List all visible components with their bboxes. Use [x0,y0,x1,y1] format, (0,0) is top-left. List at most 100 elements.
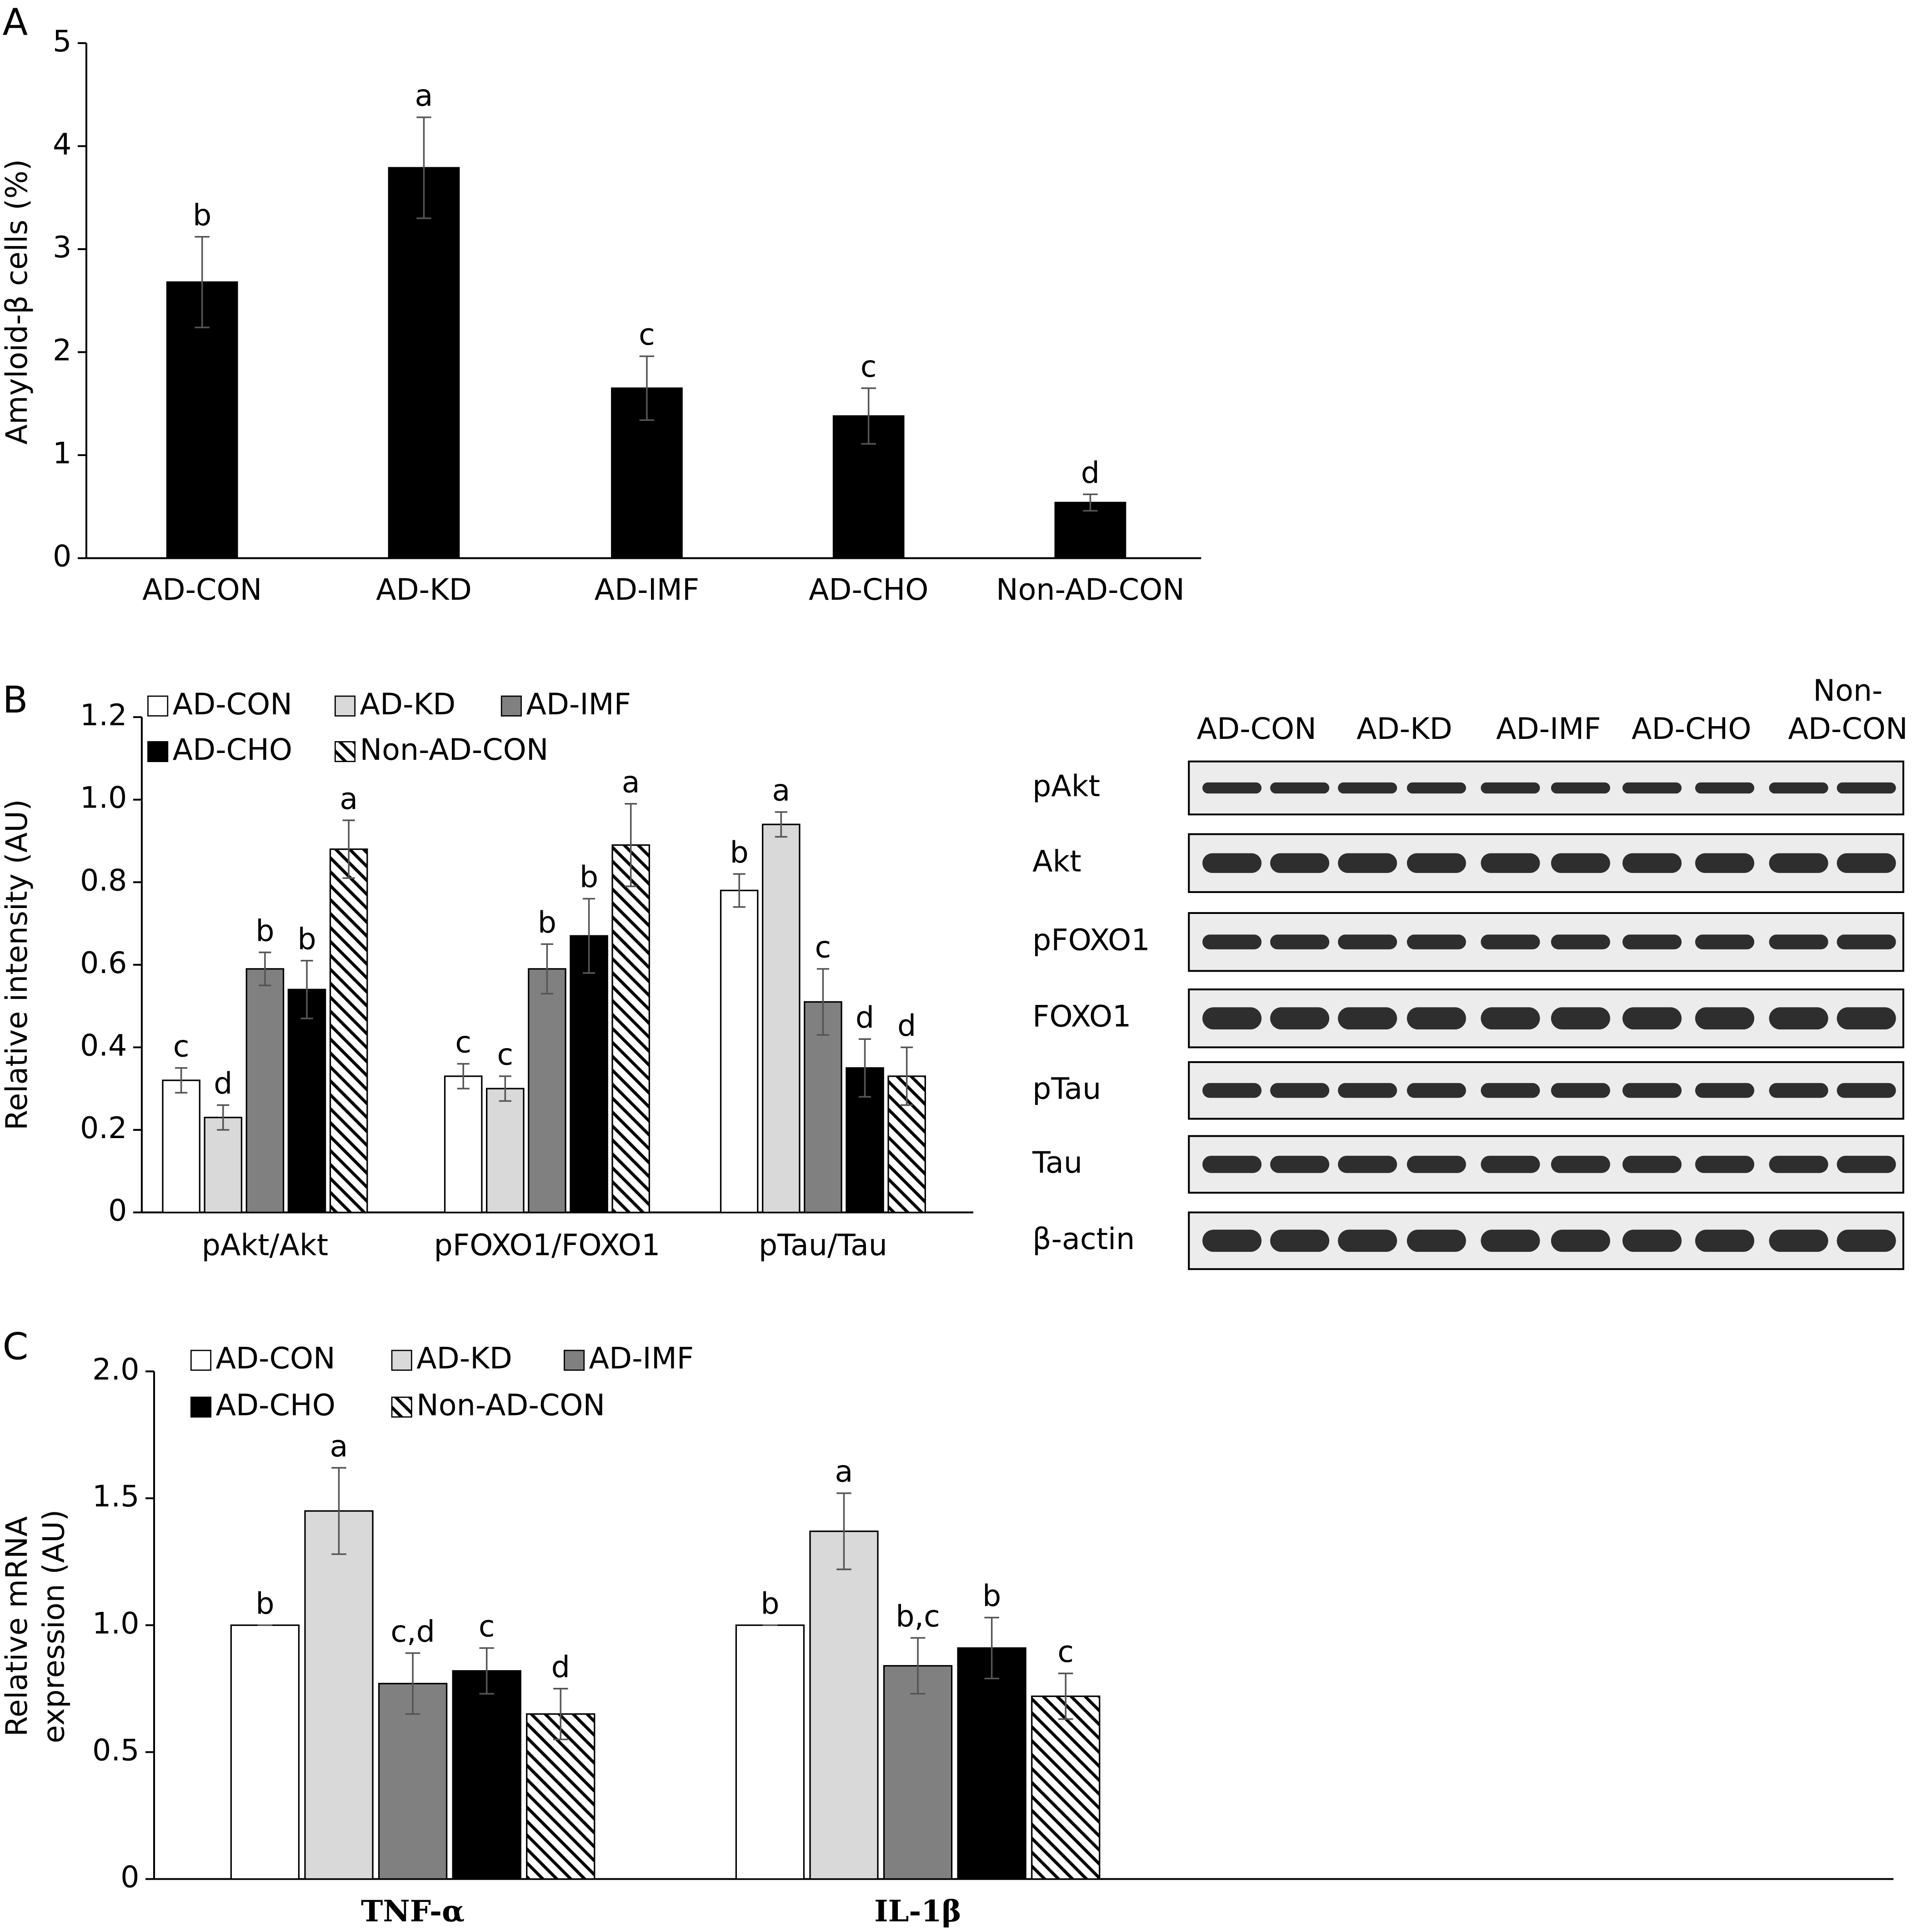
legend-swatch [564,1350,585,1371]
legend-label: AD-IMF [526,687,631,722]
blot-band [1481,853,1540,873]
blot-band [1551,1229,1610,1252]
blot-band [1202,1083,1262,1098]
blot-lane-label: Non- [1813,674,1882,708]
blot-band [1481,1083,1540,1098]
bar [304,1510,374,1880]
blot-band [1202,1155,1262,1173]
blot-band [1481,934,1540,949]
bar [809,1531,879,1880]
blot-band [1338,1083,1397,1098]
significance-label: d [214,1067,232,1101]
blot-band [1270,1155,1330,1173]
y-tick-label: 3 [53,231,71,265]
blot-band [1695,1229,1755,1252]
blot-band [1202,782,1262,794]
x-tick-label: AD-CHO [809,573,928,607]
legend-swatch [334,695,356,717]
y-tick-label: 0 [120,1861,139,1895]
significance-label: c [1057,1635,1074,1669]
blot-band [1481,1229,1540,1252]
blot-band [1270,853,1330,873]
y-tick-label: 0 [108,1194,127,1228]
blot-row-label: β-actin [1032,1222,1135,1256]
y-tick-label: 2.0 [92,1353,139,1387]
bar [329,848,368,1214]
bar [162,1079,200,1214]
y-tick-label: 1.0 [92,1606,139,1641]
blot-band [1338,853,1397,873]
bar [204,1117,243,1214]
significance-label: b,c [896,1600,940,1634]
blot-band [1270,1083,1330,1098]
x-tick-label: AD-IMF [595,573,700,607]
y-tick-label: 0 [53,540,71,574]
blot-band [1837,934,1896,949]
legend-swatch [391,1350,412,1371]
y-tick-label: 0.6 [80,946,127,980]
significance-label: a [772,774,790,808]
bar [883,1665,953,1880]
blot-band [1769,1083,1828,1098]
blot-band [1406,1229,1466,1252]
blot-band [1769,782,1828,794]
y-tick-label: 0.5 [92,1733,139,1767]
blot-band [1406,853,1466,873]
significance-label: b [193,198,211,232]
bar [804,1001,842,1214]
blot-row-label: pFOXO1 [1032,923,1150,958]
blot-band [1837,853,1896,873]
legend-label: AD-CON [215,1342,335,1376]
blot-band [1695,1007,1755,1030]
legend-swatch [334,741,356,763]
blot-band [1406,934,1466,949]
blot-band [1202,853,1262,873]
bar [570,935,608,1214]
legend-label: AD-CHO [215,1389,335,1423]
y-tick-label: 1 [53,437,71,471]
legend-label: AD-KD [360,687,456,722]
significance-label: c [455,1025,471,1059]
blot-band [1769,1155,1828,1173]
significance-label: c [479,1610,495,1644]
significance-label: b [982,1579,1001,1613]
x-tick-label: IL-1β [874,1894,961,1928]
blot-band [1695,1155,1755,1173]
bar [378,1683,448,1880]
bar [957,1647,1026,1880]
x-tick-label: TNF-α [361,1894,465,1928]
legend-swatch [391,1396,412,1418]
blot-band [1769,934,1828,949]
blot-band [1837,1229,1896,1252]
significance-label: b [580,860,598,894]
bar [287,989,326,1214]
y-tick-label: 0.4 [80,1029,127,1063]
blot-band [1406,782,1466,794]
blot-band [1622,1083,1682,1098]
bar [1031,1695,1101,1880]
significance-label: c [861,350,877,384]
significance-label: b [538,906,556,940]
significance-label: a [330,1430,348,1464]
legend-label: AD-CHO [173,733,292,767]
blot-band [1622,1155,1682,1173]
blot-band [1406,1007,1466,1030]
blot-band [1270,1229,1330,1252]
significance-label: d [856,1001,874,1035]
blot-band [1622,934,1682,949]
blot-band [1338,1007,1397,1030]
blot-band [1837,1155,1896,1173]
blot-band [1406,1155,1466,1173]
y-axis-label: Relative mRNA [0,1516,34,1736]
legend-label: AD-IMF [589,1342,694,1376]
significance-label: b [761,1587,779,1621]
blot-band [1202,934,1262,949]
significance-label: a [835,1455,853,1489]
blot-band [1406,1083,1466,1098]
bar [486,1088,525,1214]
blot-band [1338,934,1397,949]
blot-band [1270,934,1330,949]
panel-label: C [3,1326,29,1369]
blot-band [1695,1083,1755,1098]
